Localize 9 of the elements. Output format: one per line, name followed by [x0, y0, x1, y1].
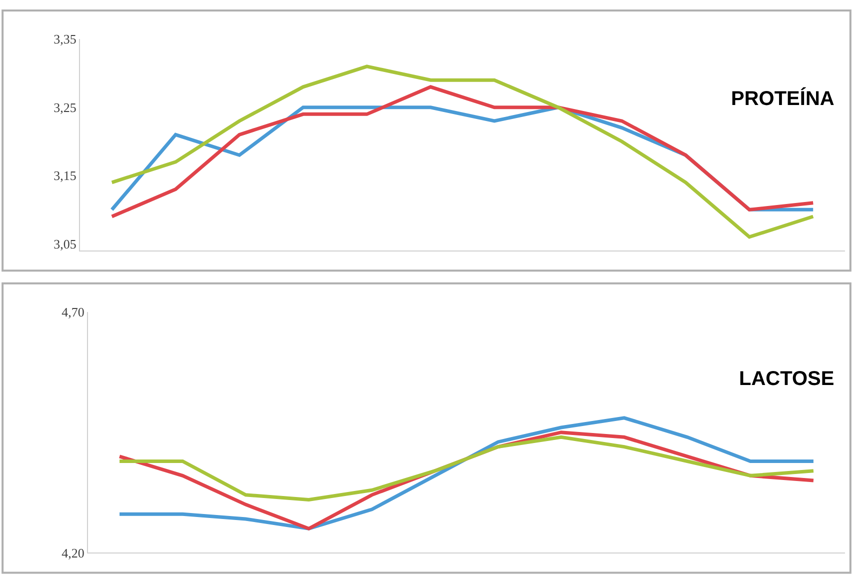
y-tick-label: 4,70: [62, 304, 84, 320]
y-tick-label: 4,20: [62, 545, 84, 560]
text: LACTOSE: [739, 368, 834, 390]
text: PROTEÍNA: [731, 87, 834, 110]
y-tick-label: 3,25: [54, 100, 76, 115]
line-series: [118, 435, 816, 502]
y-tick-label: 3,15: [54, 168, 76, 184]
y-tick-label: 3,05: [54, 236, 76, 252]
y-tick-label: 3,35: [54, 32, 76, 47]
